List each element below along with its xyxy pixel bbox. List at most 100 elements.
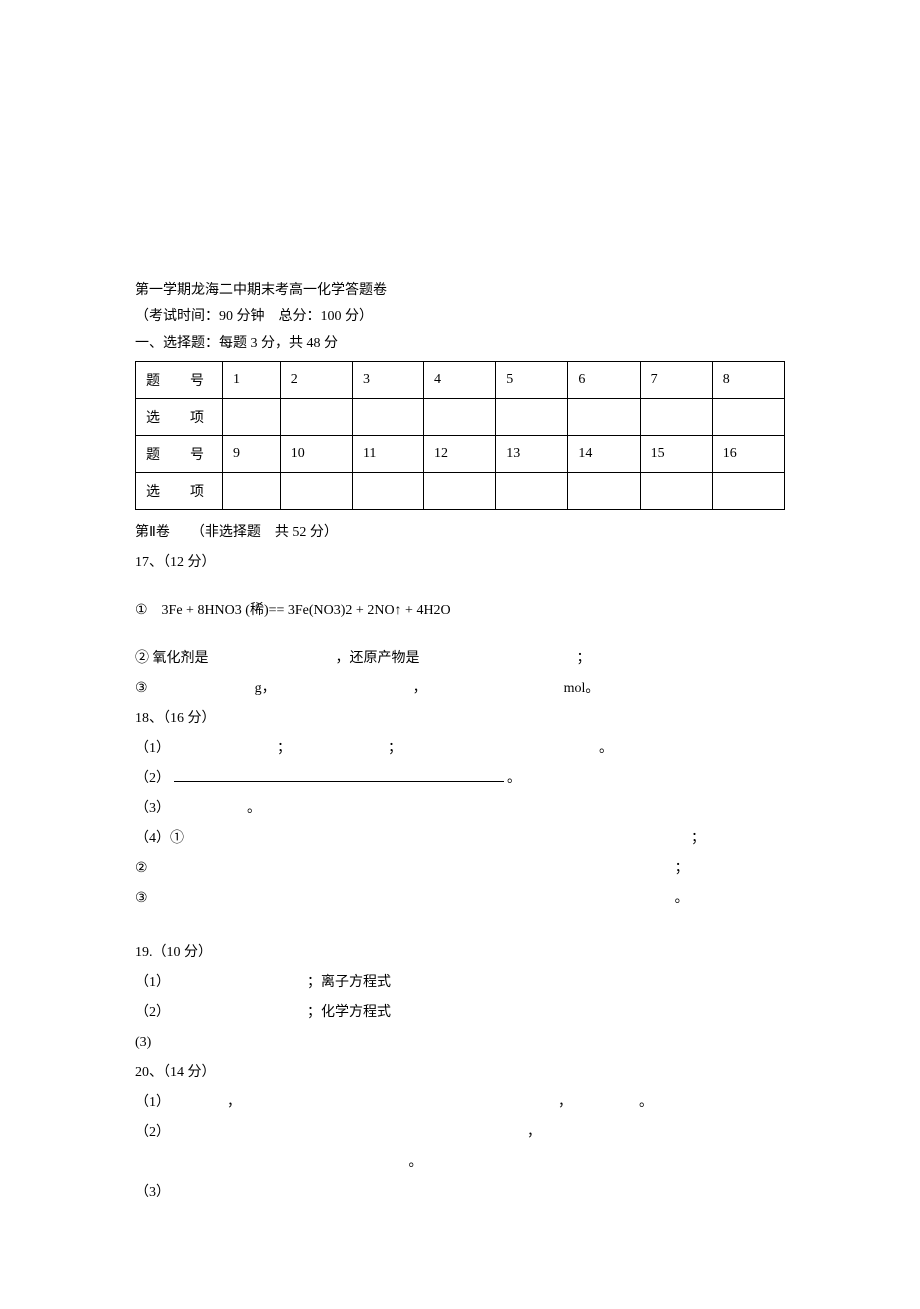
table-row: 题 号 1 2 3 4 5 6 7 8 bbox=[136, 362, 785, 399]
q19-line1-mid: ；离子方程式 bbox=[307, 975, 391, 990]
punct-period: 。 bbox=[247, 801, 261, 816]
q20-line3: （3） bbox=[135, 1179, 785, 1207]
answer-cell[interactable] bbox=[280, 399, 352, 436]
q20-line2b: 。 bbox=[135, 1149, 785, 1177]
q18-line4: （4）① ； bbox=[135, 825, 785, 853]
answer-cell[interactable] bbox=[352, 473, 423, 510]
q19-line1-pre: （1） bbox=[135, 975, 170, 990]
qnum-cell: 12 bbox=[424, 436, 496, 473]
q17-item2-mid: ，还原产物是 bbox=[336, 651, 420, 666]
q17-title: 17、（12 分） bbox=[135, 549, 785, 577]
row-label-question: 题 号 bbox=[136, 436, 223, 473]
q19-line3-pre: (3) bbox=[135, 1035, 151, 1050]
qnum-cell: 15 bbox=[640, 436, 712, 473]
answer-cell[interactable] bbox=[640, 473, 712, 510]
answer-cell[interactable] bbox=[352, 399, 423, 436]
punct-period: 。 bbox=[675, 891, 689, 906]
q17-item3-comma: ， bbox=[413, 681, 427, 696]
q17-item3-mol: mol。 bbox=[564, 681, 600, 696]
punct-period: 。 bbox=[507, 771, 521, 786]
q17-item2-pre: ② 氧化剂是 bbox=[135, 651, 209, 666]
answer-cell[interactable] bbox=[424, 473, 496, 510]
qnum-cell: 2 bbox=[280, 362, 352, 399]
qnum-cell: 10 bbox=[280, 436, 352, 473]
q20-title: 20、（14 分） bbox=[135, 1059, 785, 1087]
q19-title: 19.（10 分） bbox=[135, 939, 785, 967]
answer-cell[interactable] bbox=[712, 473, 784, 510]
table-row: 题 号 9 10 11 12 13 14 15 16 bbox=[136, 436, 785, 473]
q18-line3-pre: （3） bbox=[135, 801, 170, 816]
q19-line1: （1） ；离子方程式 bbox=[135, 969, 785, 997]
q19-line2: （2） ；化学方程式 bbox=[135, 999, 785, 1027]
answer-cell[interactable] bbox=[640, 399, 712, 436]
punct-period: 。 bbox=[599, 741, 613, 756]
answer-cell[interactable] bbox=[712, 399, 784, 436]
exam-title: 第一学期龙海二中期末考高一化学答题卷 bbox=[135, 280, 785, 302]
exam-info: （考试时间：90 分钟 总分：100 分） bbox=[135, 306, 785, 328]
punct-semicolon: ； bbox=[691, 831, 705, 846]
answer-cell[interactable] bbox=[496, 473, 568, 510]
punct-comma: ， bbox=[527, 1125, 541, 1140]
punct-semicolon: ； bbox=[388, 741, 402, 756]
underline-blank[interactable] bbox=[174, 768, 504, 782]
q20-line1: （1） ， ， 。 bbox=[135, 1089, 785, 1117]
q18-line6: ③ 。 bbox=[135, 885, 785, 913]
punct-period: 。 bbox=[639, 1095, 653, 1110]
qnum-cell: 14 bbox=[568, 436, 640, 473]
answer-cell[interactable] bbox=[223, 473, 281, 510]
punct-comma: ， bbox=[227, 1095, 241, 1110]
punct-semicolon: ； bbox=[675, 861, 689, 876]
punct-semicolon: ； bbox=[277, 741, 291, 756]
qnum-cell: 7 bbox=[640, 362, 712, 399]
qnum-cell: 6 bbox=[568, 362, 640, 399]
qnum-cell: 4 bbox=[424, 362, 496, 399]
q18-line4-pre: （4）① bbox=[135, 831, 184, 846]
qnum-cell: 8 bbox=[712, 362, 784, 399]
punct-comma: ， bbox=[558, 1095, 572, 1110]
row-label-answer: 选 项 bbox=[136, 473, 223, 510]
row-label-answer: 选 项 bbox=[136, 399, 223, 436]
q20-line2-pre: （2） bbox=[135, 1125, 170, 1140]
q18-line5-pre: ② bbox=[135, 861, 148, 876]
q18-line2-pre: （2） bbox=[135, 771, 170, 786]
q17-item3-pre: ③ bbox=[135, 681, 148, 696]
q17-item1: ① 3Fe + 8HNO3 (稀)== 3Fe(NO3)2 + 2NO↑ + 4… bbox=[135, 597, 785, 625]
q19-line2-mid: ；化学方程式 bbox=[307, 1005, 391, 1020]
q18-line2: （2） 。 bbox=[135, 765, 785, 793]
qnum-cell: 11 bbox=[352, 436, 423, 473]
qnum-cell: 9 bbox=[223, 436, 281, 473]
qnum-cell: 1 bbox=[223, 362, 281, 399]
answer-cell[interactable] bbox=[568, 399, 640, 436]
q17-item2-end: ； bbox=[577, 651, 591, 666]
punct-period: 。 bbox=[409, 1155, 423, 1170]
q17-item2: ② 氧化剂是 ，还原产物是 ； bbox=[135, 645, 785, 673]
q18-line3: （3） 。 bbox=[135, 795, 785, 823]
qnum-cell: 5 bbox=[496, 362, 568, 399]
answer-cell[interactable] bbox=[568, 473, 640, 510]
q20-line1-pre: （1） bbox=[135, 1095, 170, 1110]
q20-line3-pre: （3） bbox=[135, 1185, 170, 1200]
q17-item3-g: g， bbox=[255, 681, 276, 696]
table-row: 选 项 bbox=[136, 399, 785, 436]
answer-cell[interactable] bbox=[223, 399, 281, 436]
section2-header: 第Ⅱ卷 （非选择题 共 52 分） bbox=[135, 520, 785, 545]
q18-title: 18、（16 分） bbox=[135, 705, 785, 733]
section1-title: 一、选择题：每题 3 分，共 48 分 bbox=[135, 333, 785, 355]
qnum-cell: 3 bbox=[352, 362, 423, 399]
q18-line6-pre: ③ bbox=[135, 891, 148, 906]
answer-cell[interactable] bbox=[280, 473, 352, 510]
row-label-question: 题 号 bbox=[136, 362, 223, 399]
q19-line2-pre: （2） bbox=[135, 1005, 170, 1020]
qnum-cell: 13 bbox=[496, 436, 568, 473]
q18-line5: ② ； bbox=[135, 855, 785, 883]
q19-line3: (3) bbox=[135, 1029, 785, 1057]
qnum-cell: 16 bbox=[712, 436, 784, 473]
answer-cell[interactable] bbox=[424, 399, 496, 436]
q18-line1: （1） ； ； 。 bbox=[135, 735, 785, 763]
answer-table: 题 号 1 2 3 4 5 6 7 8 选 项 题 号 9 10 11 12 1… bbox=[135, 361, 785, 510]
q18-line1-pre: （1） bbox=[135, 741, 170, 756]
q20-line2a: （2） ， bbox=[135, 1119, 785, 1147]
q17-item3: ③ g， ， mol。 bbox=[135, 675, 785, 703]
answer-cell[interactable] bbox=[496, 399, 568, 436]
table-row: 选 项 bbox=[136, 473, 785, 510]
